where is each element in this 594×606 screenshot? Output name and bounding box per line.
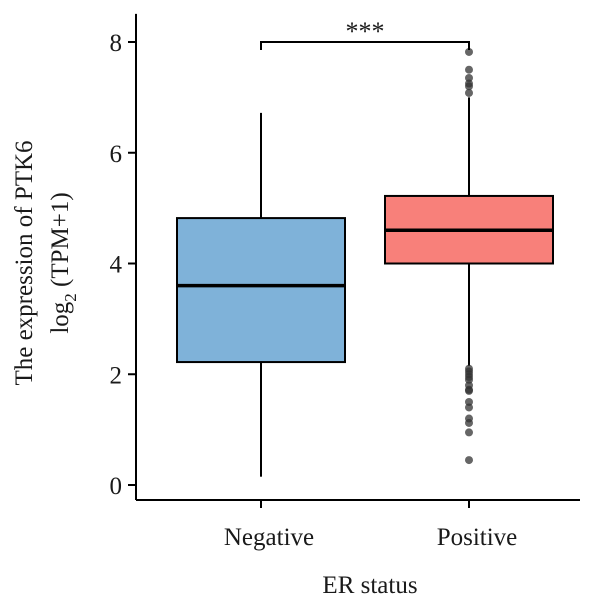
significance-annotation: ***: [260, 17, 470, 50]
significance-label: ***: [346, 17, 385, 46]
outlier-point: [465, 65, 473, 74]
outlier-point: [465, 428, 473, 437]
y-tick-label: 0: [110, 473, 123, 500]
box-body: [176, 217, 346, 364]
outlier-point: [465, 418, 473, 427]
axes: 0 2 4 6 8 Negative Positive: [110, 13, 580, 551]
boxes: [176, 47, 554, 477]
outlier-point: [465, 375, 473, 384]
y-axis-title-line1: The expression of PTK6: [11, 140, 38, 385]
significance-bracket: [260, 41, 470, 50]
y-tick-label: 2: [110, 362, 123, 389]
outlier-point: [465, 403, 473, 412]
y-tick-label: 4: [110, 252, 123, 279]
outlier-point: [465, 47, 473, 56]
y-tick-label: 6: [110, 141, 123, 168]
y-axis-title: The expression of PTK6 log2 (TPM+1): [11, 140, 80, 385]
outlier-point: [465, 456, 473, 465]
x-tick-label: Negative: [224, 524, 314, 551]
box-negative: [176, 112, 346, 477]
x-tick-label: Positive: [437, 524, 518, 551]
outlier-point: [465, 397, 473, 406]
y-tick-label: 8: [110, 30, 123, 57]
outlier-point: [465, 386, 473, 395]
outlier-point: [465, 73, 473, 82]
box-positive: [384, 47, 554, 465]
outlier-point: [465, 82, 473, 91]
x-axis-title: ER status: [322, 572, 417, 599]
outlier-point: [465, 88, 473, 97]
y-axis-title-line2: log2 (TPM+1): [47, 192, 80, 333]
